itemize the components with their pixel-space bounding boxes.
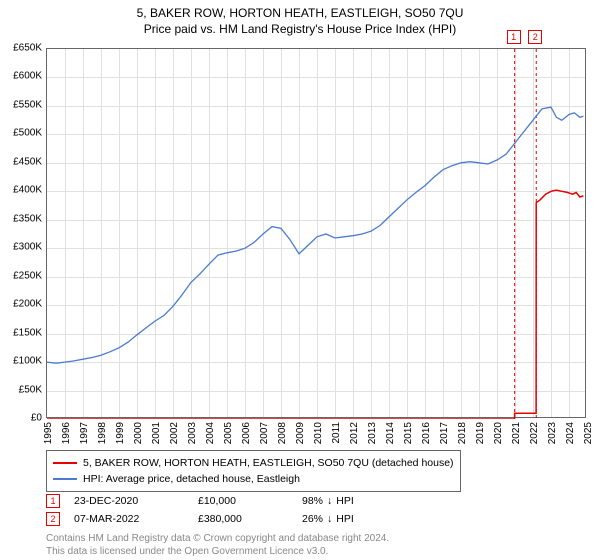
legend-swatch [53,478,77,480]
y-tick-label: £650K [2,43,42,54]
chart-title: 5, BAKER ROW, HORTON HEATH, EASTLEIGH, S… [0,0,600,20]
x-tick-label: 2014 [385,422,396,444]
delta-vs: HPI [336,495,354,507]
x-tick-label: 2002 [169,422,180,444]
x-tick-label: 2006 [241,422,252,444]
x-tick-label: 2015 [403,422,414,444]
arrow-down-icon: ↓ [327,495,332,507]
delta-pct: 26% [302,513,323,525]
x-tick-label: 2013 [367,422,378,444]
delta-pct: 98% [302,495,323,507]
y-tick-label: £400K [2,185,42,196]
x-tick-label: 1999 [115,422,126,444]
x-tick-label: 2010 [313,422,324,444]
y-tick-label: £500K [2,128,42,139]
transaction-delta: 98% ↓ HPI [302,495,354,507]
y-tick-label: £50K [2,384,42,395]
y-tick-label: £600K [2,71,42,82]
arrow-down-icon: ↓ [327,513,332,525]
legend-swatch [53,462,77,464]
x-tick-label: 2008 [277,422,288,444]
marker-label-1: 1 [507,30,521,44]
footer-line-1: Contains HM Land Registry data © Crown c… [46,532,389,545]
plot-area [46,48,586,418]
x-tick-label: 1996 [61,422,72,444]
transaction-table: 1 23-DEC-2020 £10,000 98% ↓ HPI 2 07-MAR-2022 £3… [46,492,354,528]
legend-row: 5, BAKER ROW, HORTON HEATH, EASTLEIGH, S… [53,455,454,471]
delta-vs: HPI [336,513,354,525]
x-tick-label: 2024 [565,422,576,444]
y-tick-label: £250K [2,270,42,281]
x-tick-label: 2007 [259,422,270,444]
x-tick-label: 1998 [97,422,108,444]
x-tick-label: 2009 [295,422,306,444]
x-tick-label: 2021 [511,422,522,444]
legend-label: 5, BAKER ROW, HORTON HEATH, EASTLEIGH, S… [83,457,454,469]
x-tick-label: 2001 [151,422,162,444]
x-tick-label: 2025 [583,422,594,444]
x-tick-label: 2018 [457,422,468,444]
chart-container: 5, BAKER ROW, HORTON HEATH, EASTLEIGH, S… [0,0,600,560]
transaction-date: 23-DEC-2020 [74,495,184,507]
transaction-row: 1 23-DEC-2020 £10,000 98% ↓ HPI [46,492,354,510]
marker-label-2: 2 [528,30,542,44]
series-price_paid [47,190,583,419]
transaction-marker: 2 [46,512,60,526]
x-tick-label: 2004 [205,422,216,444]
footer-line-2: This data is licensed under the Open Gov… [46,545,389,558]
y-tick-label: £300K [2,242,42,253]
transaction-price: £380,000 [198,513,288,525]
x-tick-label: 2020 [493,422,504,444]
x-tick-label: 2019 [475,422,486,444]
y-tick-label: £350K [2,213,42,224]
x-tick-label: 1997 [79,422,90,444]
x-tick-label: 2012 [349,422,360,444]
y-tick-label: £200K [2,299,42,310]
x-tick-label: 2016 [421,422,432,444]
footer-attribution: Contains HM Land Registry data © Crown c… [46,532,389,558]
transaction-price: £10,000 [198,495,288,507]
x-tick-label: 2011 [331,422,342,444]
y-tick-label: £450K [2,156,42,167]
x-tick-label: 2017 [439,422,450,444]
x-tick-label: 1995 [43,422,54,444]
x-tick-label: 2022 [529,422,540,444]
transaction-marker: 1 [46,494,60,508]
legend-box: 5, BAKER ROW, HORTON HEATH, EASTLEIGH, S… [46,450,461,492]
x-tick-label: 2023 [547,422,558,444]
legend-label: HPI: Average price, detached house, East… [83,473,300,485]
transaction-date: 07-MAR-2022 [74,513,184,525]
series-hpi [47,107,583,363]
transaction-row: 2 07-MAR-2022 £380,000 26% ↓ HPI [46,510,354,528]
y-tick-label: £550K [2,99,42,110]
x-tick-label: 2000 [133,422,144,444]
x-tick-label: 2005 [223,422,234,444]
y-tick-label: £100K [2,356,42,367]
plot-svg [47,49,587,419]
y-tick-label: £150K [2,327,42,338]
y-tick-label: £0 [2,413,42,424]
legend-row: HPI: Average price, detached house, East… [53,471,454,487]
transaction-delta: 26% ↓ HPI [302,513,354,525]
x-tick-label: 2003 [187,422,198,444]
